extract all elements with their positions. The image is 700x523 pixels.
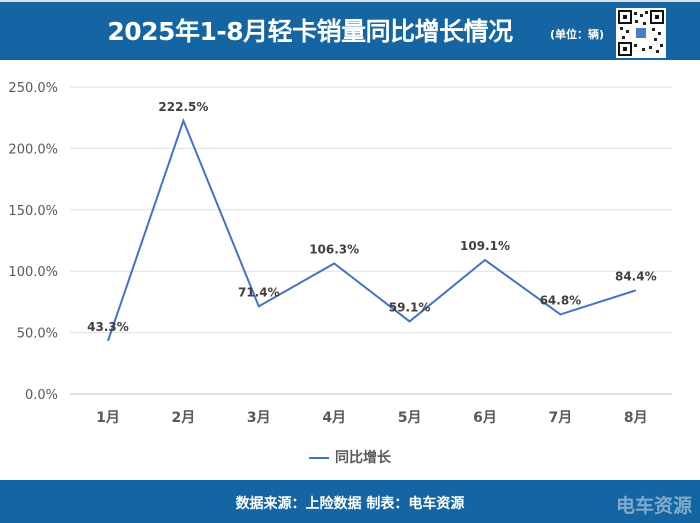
data-label: 64.8% bbox=[540, 293, 582, 307]
line-chart: 0.0% 50.0% 100.0% 150.0% 200.0% 250.0% 1月 2月 3月… bbox=[8, 81, 672, 426]
data-label: 84.4% bbox=[615, 269, 657, 283]
data-label: 71.4% bbox=[238, 285, 280, 299]
x-tick-label: 3月 bbox=[247, 410, 271, 426]
data-label: 106.3% bbox=[309, 242, 359, 256]
y-tick-label: 0.0% bbox=[25, 388, 58, 403]
data-source: 数据来源：上险数据 制表：电车资源 bbox=[235, 496, 465, 512]
data-label: 109.1% bbox=[460, 239, 510, 253]
watermark: 电车资源 bbox=[615, 495, 692, 517]
y-tick-label: 100.0% bbox=[8, 265, 58, 280]
legend-label: 同比增长 bbox=[335, 450, 391, 466]
x-tick-label: 5月 bbox=[398, 410, 422, 426]
x-tick-label: 2月 bbox=[172, 410, 196, 426]
data-label: 222.5% bbox=[158, 100, 208, 114]
x-tick-label: 4月 bbox=[322, 410, 346, 426]
legend-swatch bbox=[309, 457, 329, 459]
unit-label: (单位：辆) bbox=[550, 28, 605, 41]
header: 2025年1-8月轻卡销量同比增长情况 (单位：辆) bbox=[0, 0, 700, 60]
data-label: 59.1% bbox=[389, 300, 431, 314]
x-tick-label: 6月 bbox=[473, 410, 497, 426]
y-tick-label: 50.0% bbox=[17, 327, 58, 342]
x-tick-label: 7月 bbox=[549, 410, 573, 426]
data-label: 43.3% bbox=[87, 320, 129, 334]
y-tick-label: 200.0% bbox=[8, 142, 58, 157]
x-tick-label: 1月 bbox=[96, 410, 120, 426]
qr-code bbox=[616, 8, 666, 58]
series-line bbox=[107, 117, 637, 342]
y-tick-label: 150.0% bbox=[8, 204, 58, 219]
x-tick-label: 8月 bbox=[624, 410, 648, 426]
legend: 同比增长 bbox=[0, 447, 700, 467]
chart-title: 2025年1-8月轻卡销量同比增长情况 bbox=[107, 17, 513, 46]
y-tick-label: 250.0% bbox=[8, 81, 58, 96]
footer: 数据来源：上险数据 制表：电车资源 电车资源 bbox=[0, 480, 700, 523]
